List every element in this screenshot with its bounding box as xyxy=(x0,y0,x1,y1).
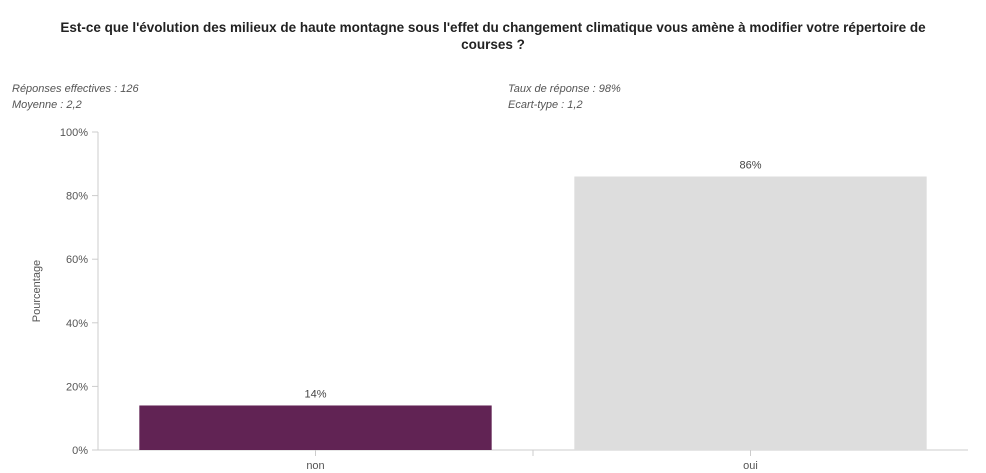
bar-label-oui: 86% xyxy=(739,160,761,172)
y-tick-label: 80% xyxy=(66,191,88,203)
x-tick-label-non: non xyxy=(306,460,324,472)
y-tick-label: 0% xyxy=(72,445,88,457)
std-dev: Ecart-type : 1,2 xyxy=(508,99,583,111)
y-tick-label: 40% xyxy=(66,318,88,330)
y-tick-label: 20% xyxy=(66,381,88,393)
response-rate: Taux de réponse : 98% xyxy=(508,83,621,95)
y-tick-label: 100% xyxy=(60,127,88,139)
bar-non xyxy=(139,405,492,450)
x-tick-label-oui: oui xyxy=(743,460,758,472)
mean-value: Moyenne : 2,2 xyxy=(12,99,82,111)
bar-oui xyxy=(574,176,927,450)
chart-title-line-1: Est-ce que l'évolution des milieux de ha… xyxy=(60,20,926,35)
y-axis-label: Pourcentage xyxy=(31,260,43,322)
chart-title: Est-ce que l'évolution des milieux de ha… xyxy=(0,19,986,53)
y-tick-label: 60% xyxy=(66,254,88,266)
responses-count: Réponses effectives : 126 xyxy=(12,83,139,95)
bar-label-non: 14% xyxy=(304,388,326,400)
chart-title-line-2: courses ? xyxy=(461,37,525,52)
